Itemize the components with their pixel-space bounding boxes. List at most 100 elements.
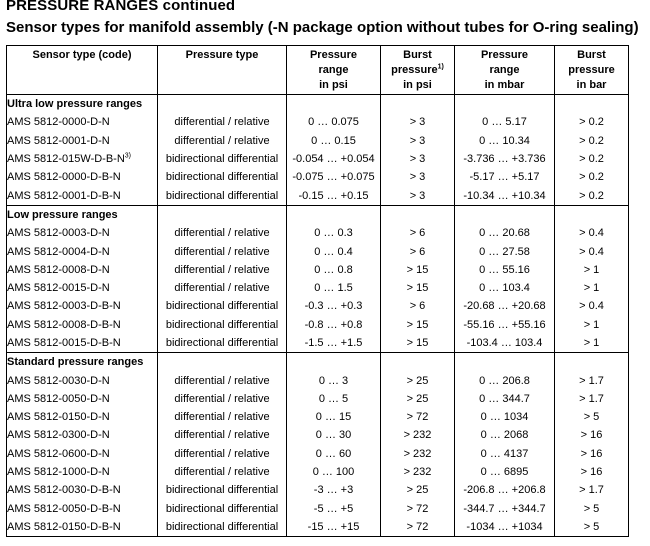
group-title-row: Ultra low pressure ranges	[6, 94, 629, 114]
cell-range-mbar: -344.7 … +344.7	[454, 499, 555, 518]
sensor-code-text: AMS 5812-0001-D-B-N	[7, 189, 121, 202]
cell-pressure-type: differential / relative	[157, 278, 287, 298]
cell-pressure-type: bidirectional differential	[157, 149, 287, 169]
header-burst-bar-line-1: Burst	[577, 49, 606, 61]
cell-pressure-type: differential / relative	[157, 408, 287, 427]
cell-burst-psi: > 3	[380, 113, 455, 132]
page-title: PRESSURE RANGES continued	[6, 0, 236, 14]
header-range-psi-line-1: Pressure	[309, 49, 358, 61]
cell-pressure-type: differential / relative	[157, 242, 287, 261]
header-burst-bar: Burst pressure in bar	[554, 45, 629, 95]
cell-pressure-type: differential / relative	[157, 113, 287, 132]
cell-burst-psi: > 72	[380, 499, 455, 518]
sensor-code-text: AMS 5812-0008-D-N	[7, 263, 110, 276]
cell-range-psi: -15 … +15	[286, 517, 381, 538]
cell-range-psi: -0.3 … +0.3	[286, 297, 381, 316]
table-row: AMS 5812-0003-D-N differential / relative…	[6, 224, 629, 243]
cell-range-psi: 0 … 30	[286, 426, 381, 445]
cell-burst-bar: > 1.7	[554, 371, 629, 390]
cell-range-mbar: -5.17 … +5.17	[454, 168, 555, 187]
cell-burst-bar: > 1	[554, 260, 629, 279]
sensor-code-text: AMS 5812-0000-D-B-N	[7, 171, 121, 184]
cell-burst-bar: > 0.4	[554, 242, 629, 261]
cell-pressure-type: differential / relative	[157, 426, 287, 445]
empty-cell	[554, 94, 629, 114]
cell-range-psi: 0 … 0.4	[286, 242, 381, 261]
cell-range-psi: -0.054 … +0.054	[286, 149, 381, 169]
cell-burst-psi: > 15	[380, 278, 455, 298]
cell-range-mbar: 0 … 2068	[454, 426, 555, 445]
cell-range-psi: 0 … 5	[286, 389, 381, 409]
cell-burst-bar: > 16	[554, 462, 629, 482]
cell-range-mbar: -206.8 … +206.8	[454, 481, 555, 500]
cell-burst-bar: > 5	[554, 499, 629, 518]
sensor-code-text: AMS 5812-1000-D-N	[7, 466, 110, 479]
cell-sensor-code: AMS 5812-0001-D-N	[6, 131, 158, 150]
empty-cell	[380, 205, 455, 225]
cell-burst-psi: > 25	[380, 389, 455, 409]
cell-burst-psi: > 3	[380, 131, 455, 150]
cell-range-mbar: 0 … 1034	[454, 408, 555, 427]
cell-burst-psi: > 25	[380, 481, 455, 500]
sensor-code-text: AMS 5812-0030-D-N	[7, 374, 110, 387]
cell-burst-psi: > 25	[380, 371, 455, 390]
cell-pressure-type: bidirectional differential	[157, 186, 287, 206]
cell-burst-psi: > 15	[380, 315, 455, 334]
group-title-row: Low pressure ranges	[6, 205, 629, 225]
cell-pressure-type: differential / relative	[157, 444, 287, 463]
cell-pressure-type: differential / relative	[157, 389, 287, 409]
cell-burst-psi: > 6	[380, 297, 455, 316]
header-range-mbar: Pressure range in mbar	[454, 45, 555, 95]
cell-range-psi: -0.15 … +0.15	[286, 186, 381, 206]
cell-range-mbar: -103.4 … 103.4	[454, 333, 555, 354]
cell-burst-bar: > 16	[554, 426, 629, 445]
cell-range-psi: 0 … 3	[286, 371, 381, 390]
cell-sensor-code: AMS 5812-0004-D-N	[6, 242, 158, 261]
sensor-code-text: AMS 5812-0001-D-N	[7, 134, 110, 147]
header-pressure-type: Pressure type	[157, 45, 287, 95]
empty-cell	[157, 94, 287, 114]
cell-pressure-type: bidirectional differential	[157, 481, 287, 500]
cell-sensor-code: AMS 5812-0600-D-N	[6, 444, 158, 463]
table-row: AMS 5812-0000-D-N differential / relative…	[6, 113, 629, 132]
sensor-code-text: AMS 5812-0003-D-N	[7, 227, 110, 240]
range-group: Ultra low pressure ranges AMS 5812-0000-D…	[6, 94, 629, 206]
range-group: Standard pressure ranges AMS 5812-0030-D-…	[6, 352, 629, 538]
header-burst-bar-line-3: in bar	[576, 79, 607, 91]
header-sensor-type: Sensor type (code)	[6, 45, 158, 95]
cell-burst-bar: > 0.2	[554, 168, 629, 187]
header-pressure-type-label: Pressure type	[185, 49, 259, 61]
cell-pressure-type: differential / relative	[157, 131, 287, 150]
cell-range-mbar: 0 … 6895	[454, 462, 555, 482]
empty-cell	[454, 205, 555, 225]
table-row: AMS 5812-0008-D-N differential / relative…	[6, 260, 629, 279]
cell-range-psi: 0 … 1.5	[286, 278, 381, 298]
cell-burst-psi: > 232	[380, 426, 455, 445]
sensor-code-text: AMS 5812-0015-D-N	[7, 282, 110, 295]
cell-pressure-type: differential / relative	[157, 260, 287, 279]
cell-range-mbar: -10.34 … +10.34	[454, 186, 555, 206]
table-caption: Sensor types for manifold assembly (-N p…	[6, 19, 639, 36]
table-row: AMS 5812-0015-D-B-N bidirectional differe…	[6, 333, 629, 354]
cell-range-psi: 0 … 0.8	[286, 260, 381, 279]
table-row: AMS 5812-0003-D-B-N bidirectional differe…	[6, 297, 629, 316]
cell-pressure-type: bidirectional differential	[157, 297, 287, 316]
cell-sensor-code: AMS 5812-0003-D-N	[6, 224, 158, 243]
cell-pressure-type: bidirectional differential	[157, 517, 287, 538]
cell-range-mbar: 0 … 344.7	[454, 389, 555, 409]
cell-pressure-type: bidirectional differential	[157, 315, 287, 334]
cell-range-psi: 0 … 0.3	[286, 224, 381, 243]
table-row: AMS 5812-0030-D-B-N bidirectional differe…	[6, 481, 629, 500]
header-range-psi: Pressure range in psi	[286, 45, 381, 95]
sensor-code-text: AMS 5812-0300-D-N	[7, 429, 110, 442]
cell-sensor-code: AMS 5812-0003-D-B-N	[6, 297, 158, 316]
cell-range-mbar: -55.16 … +55.16	[454, 315, 555, 334]
sensor-code-text: AMS 5812-0050-D-N	[7, 392, 110, 405]
cell-pressure-type: differential / relative	[157, 462, 287, 482]
pressure-ranges-table: Sensor type (code) Pressure type Pressur…	[6, 45, 629, 538]
cell-burst-bar: > 5	[554, 408, 629, 427]
cell-sensor-code: AMS 5812-0008-D-N	[6, 260, 158, 279]
cell-range-psi: -5 … +5	[286, 499, 381, 518]
cell-burst-bar: > 0.2	[554, 131, 629, 150]
header-burst-psi-line-3: in psi	[403, 79, 432, 91]
